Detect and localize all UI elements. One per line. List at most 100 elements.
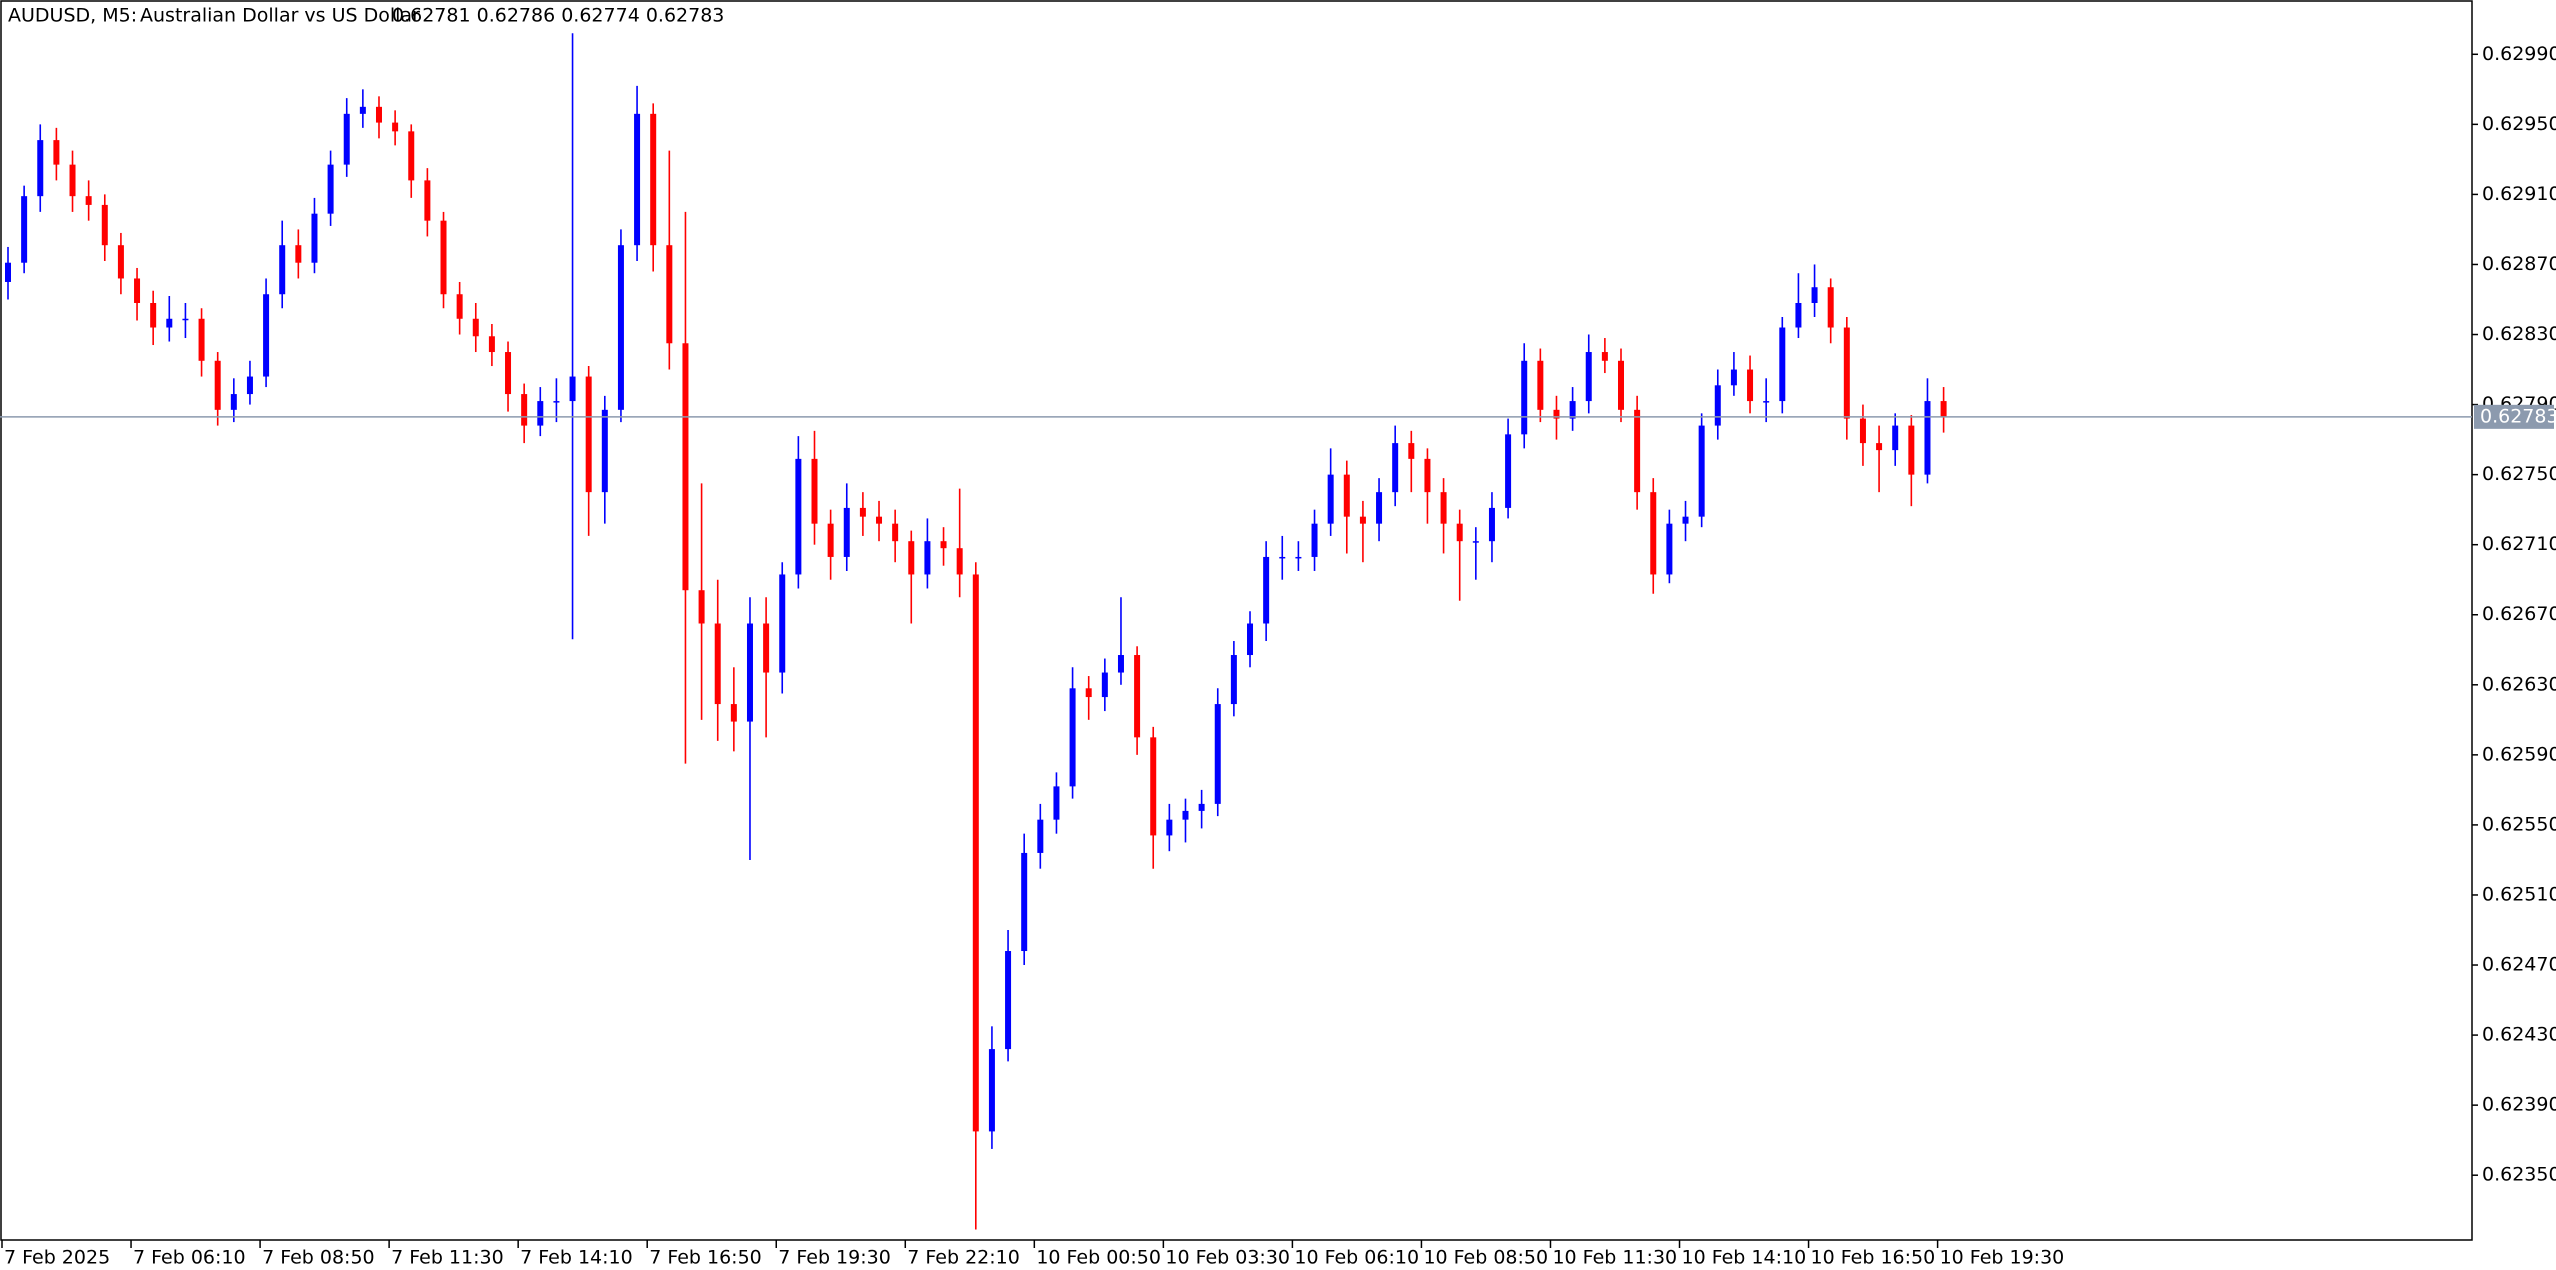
candle-body [117,245,124,279]
y-tick-label: 0.62990 [2482,43,2556,65]
candle-body [779,574,786,673]
y-tick-label: 0.62630 [2482,673,2556,695]
candle-body [375,106,382,123]
candle-body [553,401,560,403]
candle-body [1247,623,1254,656]
candle-body [343,113,350,165]
candle-body [392,122,399,132]
candle-body [1424,458,1431,493]
candle-body [876,516,883,524]
candle-body [1827,287,1834,328]
candle-body [1488,507,1495,542]
x-tick-label: 7 Feb 11:30 [391,1247,504,1269]
y-tick-label: 0.62750 [2482,463,2556,485]
candle-body [585,376,592,493]
plot-frame [0,0,2473,1241]
candle-body [69,164,76,197]
candle-body [1714,385,1721,426]
y-tick-label: 0.62590 [2482,743,2556,765]
candle-body [1779,327,1786,402]
candle-body [827,523,834,557]
y-tick-label: 0.62470 [2482,954,2556,976]
candle-body [1021,852,1028,952]
candle-body [1698,425,1705,517]
y-tick-label: 0.62710 [2482,533,2556,555]
candle-body [892,523,899,542]
candle-body [859,507,866,517]
candle-body [1521,360,1528,435]
candle-body [5,262,11,282]
x-tick-label: 7 Feb 06:10 [133,1247,246,1269]
candle-body [1634,409,1641,493]
x-tick-label: 10 Feb 03:30 [1165,1247,1290,1269]
candle-body [456,294,463,319]
y-tick-label: 0.62350 [2482,1164,2556,1186]
candle-body [37,140,44,197]
candle-body [53,140,60,165]
x-tick-label: 10 Feb 11:30 [1552,1247,1677,1269]
candle-body [795,458,802,575]
chart-quote: 0.62781 0.62786 0.62774 0.62783 [392,5,724,27]
candle-body [1811,287,1818,303]
candle-body [1069,688,1076,787]
candle-body [1085,688,1092,698]
x-tick-label: 7 Feb 19:30 [778,1247,891,1269]
candle-body [1117,655,1124,673]
candle-body [666,245,673,344]
candle-body [650,113,657,246]
candle-body [1537,360,1544,410]
candle-body [1392,443,1399,493]
candle-body [1263,556,1270,624]
candle-body [1924,401,1931,475]
candle-body [150,302,157,328]
candle-body [634,113,641,246]
y-tick-label: 0.62830 [2482,323,2556,345]
candle-body [1134,655,1141,738]
candle-body [1618,360,1624,410]
x-tick-label: 10 Feb 08:50 [1423,1247,1548,1269]
y-tick-label: 0.62430 [2482,1024,2556,1046]
candle-body [408,131,415,181]
candle-body [279,245,286,295]
candle-body [1037,819,1044,853]
candle-body [1295,556,1302,559]
candle-body [1182,810,1189,820]
candle-body [1940,401,1947,417]
candle-body [940,541,947,549]
candle-body [505,352,512,395]
x-tick-label: 7 Feb 2025 [4,1247,110,1269]
candle-body [1279,556,1286,559]
x-tick-label: 7 Feb 16:50 [649,1247,762,1269]
candle-body [1682,516,1689,524]
candle-body [1359,516,1366,524]
candle-body [972,574,979,1132]
candle-body [1601,352,1608,361]
price-label: 0.62783 [2480,405,2556,427]
candle-body [1440,492,1447,524]
x-tick-label: 7 Feb 14:10 [520,1247,633,1269]
x-tick-label: 10 Feb 06:10 [1294,1247,1419,1269]
candle-body [811,458,818,524]
candle-body [1876,443,1883,451]
candle-body [601,409,608,493]
candle-body [359,106,366,114]
candle-body [246,376,253,395]
candle-body [1666,523,1673,575]
candle-body [101,204,108,246]
candle-body [1198,803,1205,811]
candle-body [1843,327,1850,419]
y-tick-label: 0.62510 [2482,883,2556,905]
x-tick-label: 7 Feb 08:50 [262,1247,375,1269]
candle-body [1150,737,1157,836]
candle-body [1859,418,1866,444]
candle-body [1230,655,1237,705]
y-tick-label: 0.62670 [2482,603,2556,625]
candle-body [1650,492,1657,575]
candle-body [1214,704,1221,804]
candle-body [1908,425,1915,475]
candle-body [488,336,495,353]
candle-body [714,623,721,705]
candle-body [617,245,624,410]
